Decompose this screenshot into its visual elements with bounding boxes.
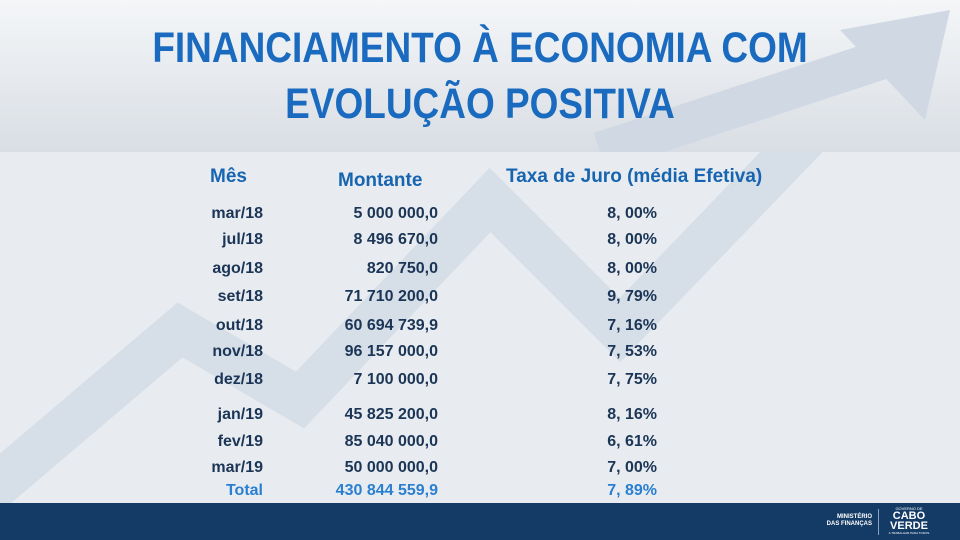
month-cell: out/18 <box>215 317 263 334</box>
rate-cell: 7, 53% <box>607 343 657 360</box>
table-row: jul/18 8 496 670,0 8, 00% <box>0 231 960 253</box>
amount-cell: 820 750,0 <box>366 260 438 277</box>
rate-cell: 7, 00% <box>607 459 657 476</box>
table-row: out/18 60 694 739,9 7, 16% <box>0 317 960 339</box>
total-rate: 7, 89% <box>607 482 657 499</box>
rate-cell: 8, 00% <box>607 260 657 277</box>
footer-bar: MINISTÉRIO DAS FINANÇAS GOVERNO DE CABO V… <box>0 503 960 540</box>
rate-cell: 8, 00% <box>607 205 657 222</box>
amount-cell: 5 000 000,0 <box>353 205 438 222</box>
header-month: Mês <box>210 166 247 187</box>
month-cell: fev/19 <box>217 433 263 450</box>
month-cell: set/18 <box>217 288 263 305</box>
cabo-verde-logo: GOVERNO DE CABO VERDE A TRABALHAR PARA T… <box>888 506 930 535</box>
table-row: fev/19 85 040 000,0 6, 61% <box>0 433 960 455</box>
month-cell: mar/19 <box>211 459 263 476</box>
table-row: nov/18 96 157 000,0 7, 53% <box>0 343 960 365</box>
amount-cell: 60 694 739,9 <box>344 317 438 334</box>
table-row: ago/18 820 750,0 8, 00% <box>0 260 960 282</box>
header-rate: Taxa de Juro (média Efetiva) <box>506 166 763 187</box>
footer-divider <box>878 509 879 535</box>
month-cell: ago/18 <box>212 260 263 277</box>
amount-cell: 8 496 670,0 <box>353 231 438 248</box>
rate-cell: 8, 16% <box>607 406 657 423</box>
ministry-label: MINISTÉRIO DAS FINANÇAS <box>826 514 872 527</box>
month-cell: nov/18 <box>212 343 263 360</box>
total-amount: 430 844 559,9 <box>335 482 438 499</box>
banner-arrow-graphic <box>593 10 950 152</box>
month-cell: jan/19 <box>217 406 263 423</box>
month-cell: jul/18 <box>222 231 263 248</box>
rate-cell: 7, 75% <box>607 371 657 388</box>
title-line-1: FINANCIAMENTO À ECONOMIA COM <box>152 24 808 72</box>
table-row: mar/18 5 000 000,0 8, 00% <box>0 205 960 227</box>
amount-cell: 50 000 000,0 <box>344 459 438 476</box>
rate-cell: 9, 79% <box>607 288 657 305</box>
month-cell: dez/18 <box>214 371 263 388</box>
table-row: set/18 71 710 200,0 9, 79% <box>0 288 960 310</box>
table-row: jan/19 45 825 200,0 8, 16% <box>0 406 960 428</box>
total-label: Total <box>225 482 263 499</box>
page-title: FINANCIAMENTO À ECONOMIA COM EVOLUÇÃO PO… <box>67 20 893 132</box>
table-row: dez/18 7 100 000,0 7, 75% <box>0 371 960 393</box>
amount-cell: 85 040 000,0 <box>344 433 438 450</box>
rate-cell: 7, 16% <box>607 317 657 334</box>
total-row: Total 430 844 559,9 7, 89% <box>0 482 960 504</box>
title-line-2: EVOLUÇÃO POSITIVA <box>285 80 675 128</box>
amount-cell: 71 710 200,0 <box>344 288 438 305</box>
header-amount: Montante <box>338 170 423 191</box>
amount-cell: 7 100 000,0 <box>353 371 438 388</box>
rate-cell: 8, 00% <box>607 231 657 248</box>
table-row: mar/19 50 000 000,0 7, 00% <box>0 459 960 481</box>
amount-cell: 45 825 200,0 <box>344 406 438 423</box>
month-cell: mar/18 <box>211 205 263 222</box>
amount-cell: 96 157 000,0 <box>344 343 438 360</box>
rate-cell: 6, 61% <box>607 433 657 450</box>
